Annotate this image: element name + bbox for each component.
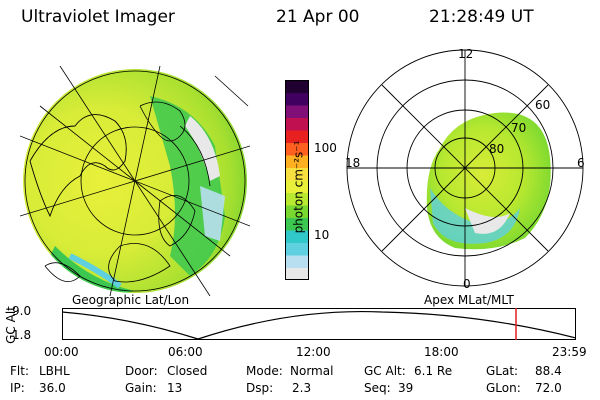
mlt-label-18: 18: [345, 156, 361, 170]
mlt-label-6: 6: [577, 156, 585, 170]
glon-value: 72.0: [535, 381, 562, 395]
gcalt-label: GC Alt:: [364, 364, 406, 378]
colorbar-band: [285, 167, 309, 181]
colorbar-band: [285, 217, 309, 231]
colorbar-tick-100: 100: [314, 141, 337, 155]
right-projection-label: Apex MLat/MLT: [424, 293, 514, 307]
colorbar-band: [285, 92, 309, 106]
ip-value: 36.0: [39, 381, 66, 395]
colorbar-band: [285, 80, 309, 93]
mode-value: Normal: [290, 364, 334, 378]
colorbar-band: [285, 255, 309, 268]
geographic-map: [20, 66, 250, 296]
filter-value: LBHL: [39, 364, 70, 378]
glon-label: GLon:: [486, 381, 521, 395]
colorbar-tick-10: 10: [314, 228, 330, 242]
glat-value: 88.4: [535, 364, 562, 378]
timeline-xtick-1: 06:00: [168, 345, 203, 359]
colorbar-band: [285, 130, 309, 143]
colorbar-band: [285, 142, 309, 156]
door-label: Door:: [125, 364, 158, 378]
colorbar-band: [285, 105, 309, 118]
polar-map: [346, 49, 584, 287]
seq-value: 39: [398, 381, 414, 395]
timeline-axis-label: GC Alt: [3, 306, 18, 344]
instrument-title: Ultraviolet Imager: [21, 7, 175, 27]
timeline-xtick-4: 23:59: [552, 345, 587, 359]
colorbar-band: [285, 267, 309, 280]
filter-label: Flt:: [10, 364, 29, 378]
left-projection-label: Geographic Lat/Lon: [72, 293, 190, 307]
colorbar-band: [285, 230, 309, 243]
timeline-ytick-bottom: 1.8: [12, 328, 32, 342]
seq-label: Seq:: [364, 381, 391, 395]
mode-label: Mode:: [246, 364, 283, 378]
mlat-label-70: 70: [511, 121, 527, 135]
mlat-label-80: 80: [489, 142, 505, 156]
timeline-ytick-top: 9.0: [12, 304, 32, 318]
colorbar: [285, 80, 309, 280]
timeline-xtick-2: 12:00: [296, 345, 331, 359]
date-label: 21 Apr 00: [276, 7, 360, 27]
ip-label: IP:: [10, 381, 25, 395]
colorbar-band: [285, 180, 309, 193]
timeline-xtick-3: 18:00: [424, 345, 459, 359]
colorbar-band: [285, 192, 309, 206]
gcalt-value: 6.1 Re: [414, 364, 453, 378]
mlt-label-12: 12: [458, 47, 474, 61]
mlt-label-0: 0: [463, 277, 471, 291]
colorbar-band: [285, 205, 309, 218]
gain-label: Gain:: [125, 381, 157, 395]
colorbar-band: [285, 155, 309, 168]
mlat-label-60: 60: [535, 98, 551, 112]
gain-value: 13: [167, 381, 183, 395]
glat-label: GLat:: [486, 364, 519, 378]
time-label: 21:28:49 UT: [429, 7, 534, 27]
colorbar-unit-label: photon cm⁻²s⁻¹: [291, 140, 306, 234]
timeline-xtick-0: 00:00: [44, 345, 79, 359]
door-value: Closed: [167, 364, 208, 378]
dsp-value: 2.3: [292, 381, 312, 395]
dsp-label: Dsp:: [246, 381, 274, 395]
colorbar-band: [285, 242, 309, 256]
colorbar-band: [285, 117, 309, 131]
altitude-timeline: [62, 308, 576, 340]
